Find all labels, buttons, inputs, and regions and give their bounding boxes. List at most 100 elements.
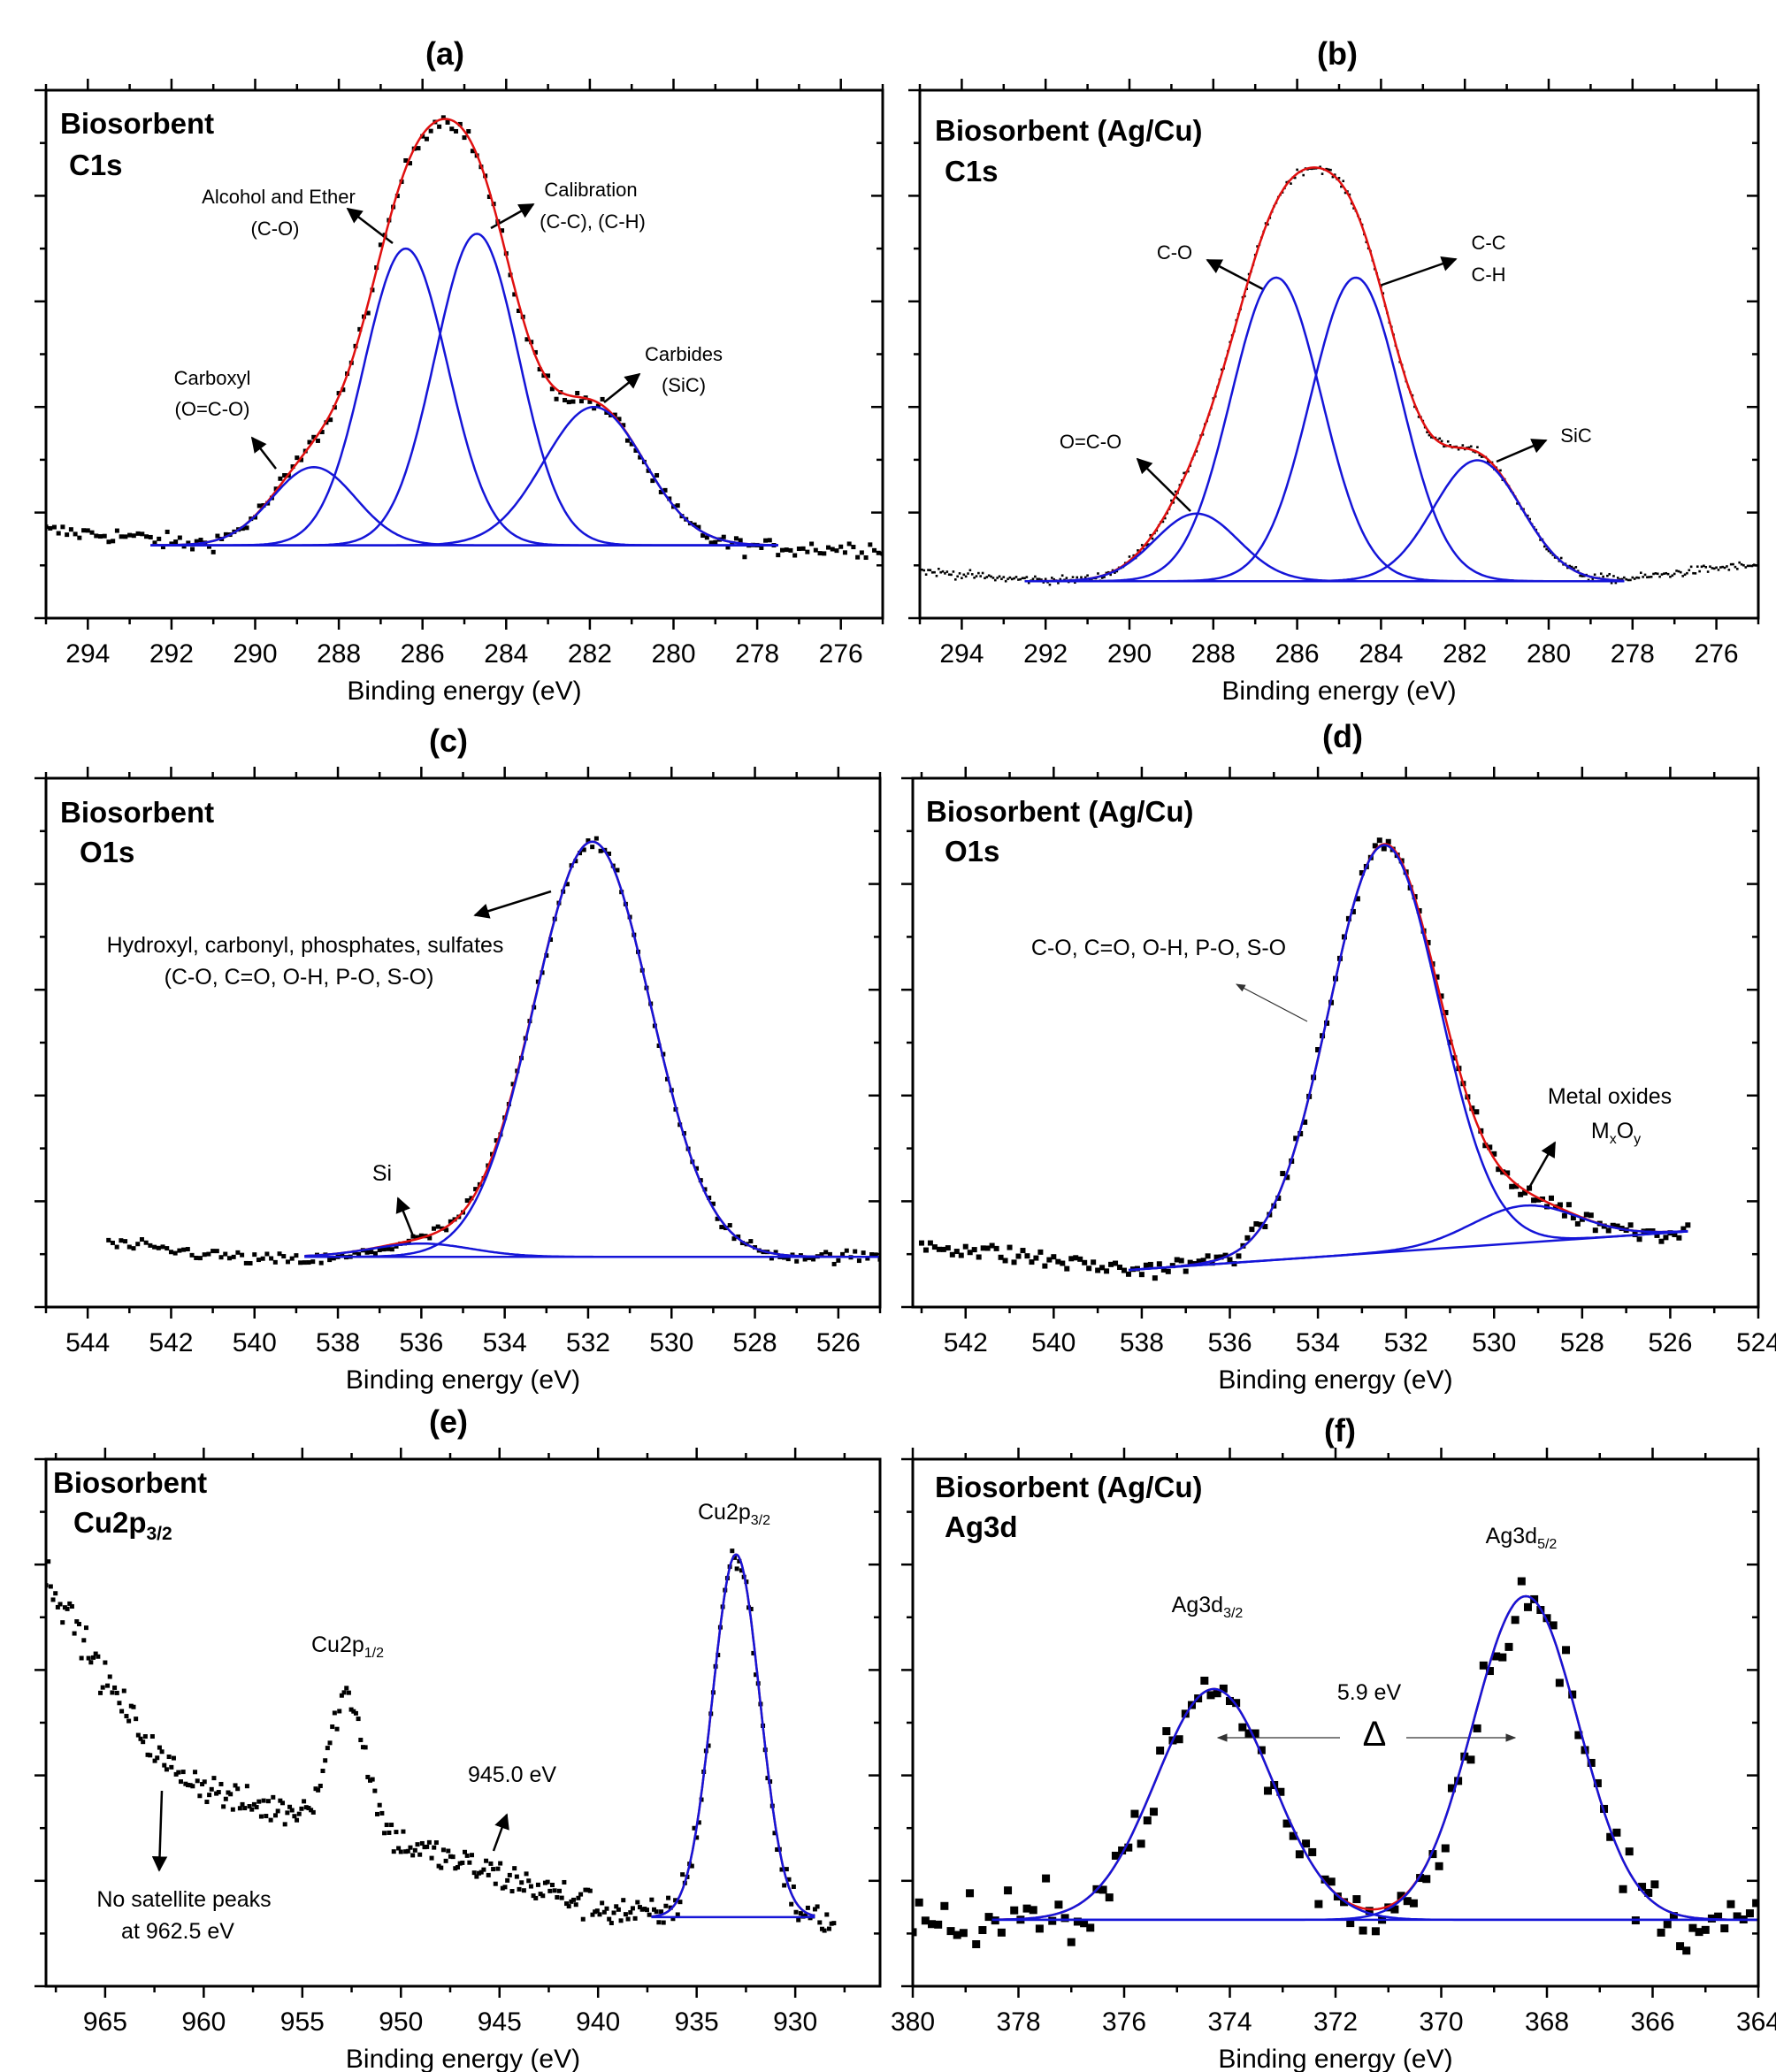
data-point [477, 1870, 482, 1876]
x-tick-label: 278 [735, 639, 779, 669]
data-point [1100, 577, 1104, 579]
data-point [336, 391, 341, 396]
annotation-alcohol: Alcohol and Ether [202, 186, 356, 208]
data-point [1015, 1253, 1022, 1259]
data-point [1325, 167, 1328, 171]
data-point [1205, 1253, 1211, 1259]
data-point [710, 1201, 716, 1206]
data-point [532, 349, 538, 355]
data-point [861, 1250, 866, 1256]
x-tick-label: 278 [1611, 639, 1655, 669]
data-point [1077, 1256, 1083, 1262]
data-point [131, 1246, 136, 1251]
panel-d: (d) Biosorbent (Ag/Cu) O1s C-O, C=O, O-H… [926, 718, 1672, 1195]
data-point [962, 1243, 968, 1250]
data-point [1086, 1923, 1095, 1932]
data-point [488, 1861, 494, 1866]
data-point [287, 1804, 293, 1809]
data-point [112, 1685, 118, 1690]
data-point [431, 1226, 436, 1231]
data-point [457, 121, 463, 126]
data-point [700, 533, 706, 539]
data-point [1631, 576, 1634, 579]
data-point [1733, 1912, 1742, 1921]
data-point [450, 1854, 455, 1860]
data-point [1025, 576, 1029, 578]
data-point [731, 1555, 737, 1560]
data-point [844, 1248, 849, 1253]
data-point [386, 1246, 391, 1251]
data-point [439, 1865, 444, 1870]
data-point [1114, 571, 1116, 574]
data-point [351, 1709, 356, 1714]
data-point [1740, 562, 1743, 566]
data-point [823, 1250, 829, 1255]
data-point [273, 486, 279, 492]
data-point [394, 1243, 399, 1249]
data-point [155, 1755, 160, 1761]
data-point [569, 1899, 574, 1904]
x-tick-label: 930 [773, 2007, 817, 2037]
data-point [325, 1746, 330, 1751]
data-point [296, 1811, 302, 1816]
data-point [1543, 1614, 1551, 1623]
x-tick-label: 380 [891, 2007, 935, 2037]
data-point [1440, 440, 1443, 443]
data-point [121, 1688, 126, 1694]
data-point [107, 1674, 112, 1679]
data-point [1706, 570, 1710, 573]
data-point [593, 836, 599, 841]
data-point [794, 1258, 800, 1264]
data-point [759, 545, 764, 550]
data-point [428, 128, 433, 134]
arrow [1379, 256, 1458, 287]
data-point [1059, 577, 1062, 581]
data-point [173, 539, 179, 545]
data-point [226, 1256, 232, 1261]
data-point [1213, 1254, 1220, 1260]
data-point [106, 539, 111, 545]
data-point [1055, 1258, 1061, 1265]
data-point [1681, 575, 1684, 577]
panel-label: (f) [1324, 1412, 1356, 1449]
data-point [67, 1601, 73, 1606]
data-point [1614, 581, 1618, 585]
data-point [1476, 446, 1479, 448]
data-point [578, 1892, 584, 1897]
data-point [282, 473, 287, 478]
data-point [1470, 445, 1473, 448]
data-point [967, 572, 969, 575]
data-point [809, 541, 815, 547]
data-point [1637, 577, 1641, 579]
data-point [1610, 1222, 1616, 1228]
data-point [842, 550, 847, 555]
x-tick-label: 288 [317, 639, 361, 669]
data-point [512, 1866, 517, 1871]
annotation-cu2p32: Cu2p3/2 [698, 1500, 770, 1528]
data-point [1007, 1244, 1013, 1250]
data-point [1663, 1235, 1669, 1241]
data-point [1633, 577, 1636, 580]
data-point [464, 1853, 470, 1858]
data-point [953, 577, 957, 581]
data-point [244, 1784, 249, 1789]
data-point [997, 1928, 1006, 1937]
data-point [1612, 1828, 1621, 1837]
data-point [470, 149, 475, 154]
data-point [1509, 1183, 1515, 1189]
data-point [1680, 570, 1682, 574]
data-point [1593, 1778, 1602, 1787]
data-point [197, 1793, 203, 1799]
data-point [98, 1690, 103, 1695]
data-point [364, 1250, 370, 1255]
data-point [996, 577, 999, 579]
data-point [1376, 837, 1382, 844]
arrow [1496, 439, 1548, 463]
data-point [538, 1892, 543, 1897]
data-point [271, 1794, 276, 1800]
data-point [435, 1224, 440, 1229]
data-point [706, 1743, 711, 1748]
data-point [528, 1884, 533, 1889]
data-point [696, 524, 701, 530]
data-point [186, 1782, 191, 1787]
